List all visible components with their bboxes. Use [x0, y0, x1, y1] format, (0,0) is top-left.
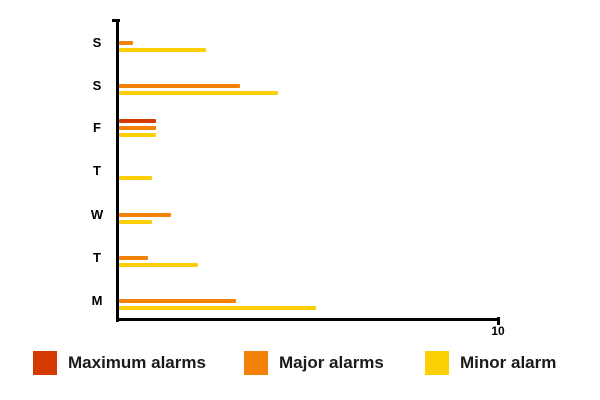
bar-minor-alarm	[119, 306, 317, 310]
bar-minor-alarm	[119, 263, 198, 267]
legend-label: Maximum alarms	[68, 353, 206, 372]
legend-label: Major alarms	[279, 353, 384, 372]
bar-minor-alarm	[119, 133, 157, 137]
category-label: T	[93, 163, 101, 178]
category-label: S	[92, 78, 102, 93]
x-axis-end-tick	[497, 317, 500, 325]
legend-item-minor-alarm: Minor alarm	[425, 351, 556, 375]
bar-minor-alarm	[119, 220, 153, 224]
bar-minor-alarm	[119, 176, 153, 180]
x-axis-max-tick-label: 10	[491, 324, 505, 338]
bar-major-alarms	[119, 256, 149, 260]
category-label: M	[91, 293, 103, 308]
category-label: T	[93, 250, 101, 265]
major-alarms-swatch-icon	[244, 351, 268, 375]
y-axis-top-tick	[112, 19, 120, 22]
bar-major-alarms	[119, 299, 237, 303]
category-label: S	[92, 35, 102, 50]
legend-item-maximum-alarms: Maximum alarms	[33, 351, 206, 375]
bar-major-alarms	[119, 126, 157, 130]
legend-label: Minor alarm	[460, 353, 557, 372]
bar-minor-alarm	[119, 48, 206, 52]
bar-major-alarms	[119, 213, 172, 217]
category-label: W	[90, 207, 104, 222]
y-axis-line	[116, 19, 119, 322]
category-label: F	[93, 120, 101, 135]
maximum-alarms-swatch-icon	[33, 351, 57, 375]
bar-major-alarms	[119, 84, 240, 88]
minor-alarm-swatch-icon	[425, 351, 449, 375]
x-axis-line	[116, 318, 500, 321]
bar-major-alarms	[119, 41, 134, 45]
bar-maximum-alarms	[119, 119, 157, 123]
bar-minor-alarm	[119, 91, 279, 95]
legend-item-major-alarms: Major alarms	[244, 351, 384, 375]
